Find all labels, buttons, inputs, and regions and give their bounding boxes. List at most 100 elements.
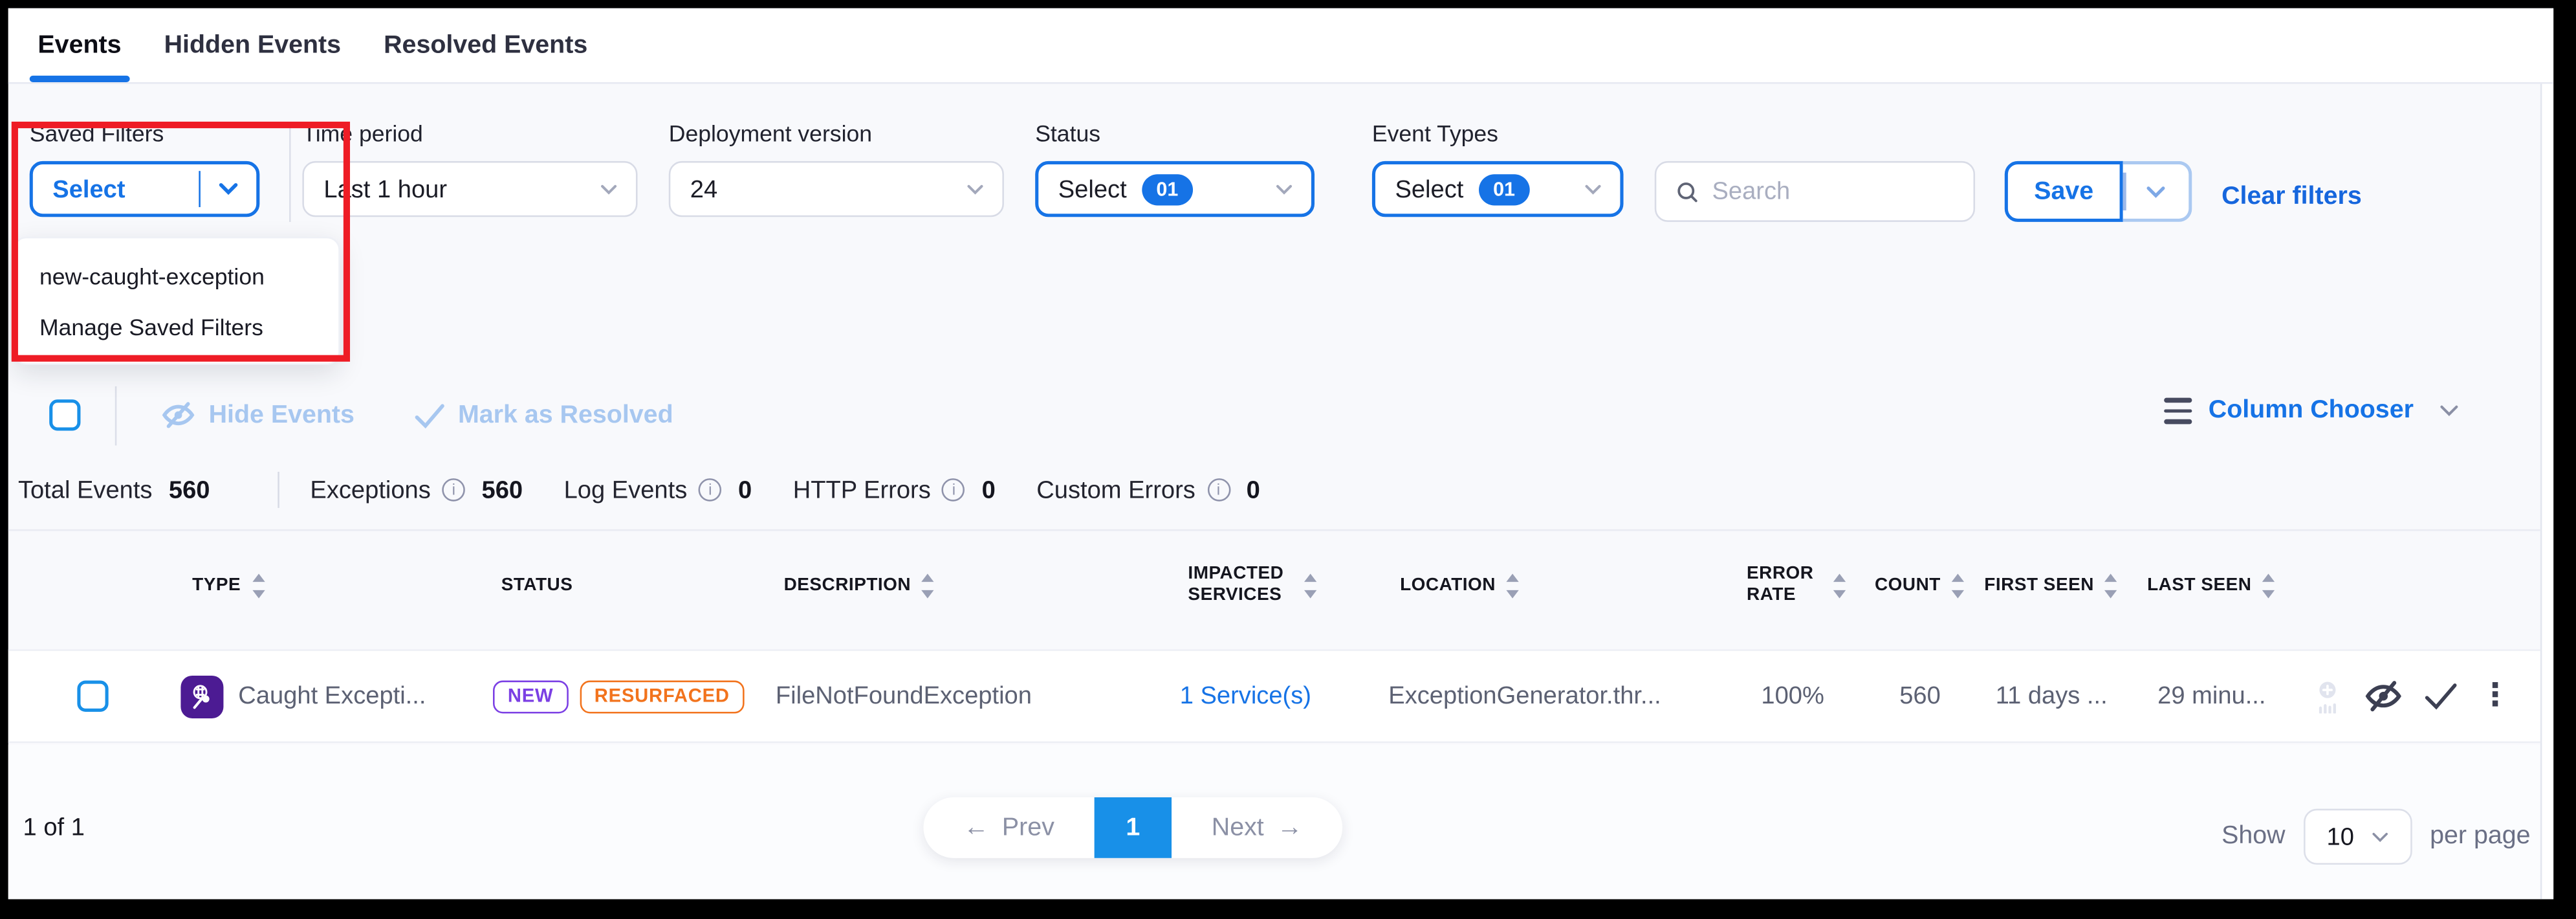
column-header-first-seen[interactable]: FIRST SEEN [1975,573,2128,598]
tab-hidden-events-label: Hidden Events [164,30,342,59]
column-header-description[interactable]: DESCRIPTION [756,573,1158,598]
per-page-label: per page [2430,822,2531,850]
stat-log-events-label: Log Events [563,476,688,504]
info-icon[interactable]: i [699,478,722,502]
column-header-last-seen[interactable]: LAST SEEN [2128,573,2295,598]
impacted-services-link[interactable]: 1 Service(s) [1179,682,1311,711]
stat-total-value: 560 [168,476,210,504]
per-page-select[interactable]: 10 [2303,808,2412,865]
event-types-select[interactable]: Select 01 [1371,161,1624,217]
deployment-version-group: Deployment version 24 [668,120,1004,217]
caught-exception-icon [180,674,224,718]
save-split-button: Save [2004,161,2192,222]
column-header-error-rate[interactable]: ERROR RATE [1720,564,1865,606]
time-period-group: Time period Last 1 hour [302,120,638,217]
bulk-divider [115,385,117,445]
next-label: Next [1211,813,1264,841]
deployment-version-select[interactable]: 24 [668,161,1004,217]
menu-item-new-caught-exception[interactable]: new-caught-exception [39,262,265,289]
column-label: LAST SEEN [2147,574,2252,595]
sort-icon[interactable] [250,573,265,598]
show-label: Show [2221,822,2286,850]
chevron-down-icon [1585,184,1601,194]
sort-icon[interactable] [1832,573,1847,598]
chevron-down-icon[interactable] [219,183,238,195]
select-all-checkbox[interactable] [49,399,81,431]
hide-event-icon[interactable] [2364,681,2402,712]
sort-icon[interactable] [1505,573,1520,598]
tab-events[interactable]: Events [29,8,129,83]
app-screen: Events Hidden Events Resolved Events Sav… [8,8,2554,900]
stat-log-events: Log Events i 0 [564,476,752,504]
deployment-version-value: 24 [690,175,718,203]
tab-bar: Events Hidden Events Resolved Events [8,8,2554,84]
stat-custom-errors: Custom Errors i 0 [1036,476,1260,504]
cell-error-rate: 100% [1761,682,1824,711]
stat-exceptions-value: 560 [481,476,523,504]
column-header-impacted-services[interactable]: IMPACTED SERVICES [1159,564,1386,606]
column-chooser-button[interactable]: Column Chooser [2164,396,2460,426]
sort-icon[interactable] [2262,573,2276,598]
hide-events-label: Hide Events [208,400,355,428]
info-icon[interactable]: i [942,478,966,502]
chevron-down-icon [967,184,983,194]
column-header-type[interactable]: TYPE [148,573,468,598]
event-types-value: Select [1395,175,1464,203]
column-label: LOCATION [1400,574,1496,595]
chevron-down-icon [2372,832,2388,841]
stats-bar: Total Events 560 Exceptions i 560 Log Ev… [18,467,1301,513]
pagination: ← Prev 1 Next → [923,797,1343,858]
chevron-down-icon [601,184,617,194]
tab-events-label: Events [38,30,122,59]
info-icon[interactable]: i [1206,478,1230,502]
prev-label: Prev [1001,813,1054,841]
bulk-action-bar: Hide Events Mark as Resolved [49,384,673,445]
tab-resolved-events-label: Resolved Events [384,30,588,59]
page-number-button[interactable]: 1 [1094,797,1172,858]
kebab-menu-icon[interactable]: ⋮ [2479,679,2511,714]
save-dropdown-button[interactable] [2123,161,2192,222]
scrollbar-track[interactable] [2540,83,2554,900]
chevron-down-icon [2440,405,2458,416]
cell-count: 560 [1899,682,1941,711]
stat-log-events-value: 0 [738,476,752,504]
search-input[interactable] [1712,177,1956,206]
hide-events-button[interactable]: Hide Events [161,400,355,430]
tab-resolved-events[interactable]: Resolved Events [384,8,587,82]
save-button[interactable]: Save [2004,161,2123,222]
hamburger-icon [2164,398,2192,424]
event-types-count-badge: 01 [1478,173,1530,205]
check-icon [414,403,444,428]
clear-filters-link[interactable]: Clear filters [2221,182,2362,211]
saved-filters-select[interactable]: Select [29,161,260,217]
mark-resolved-label: Mark as Resolved [457,400,673,428]
info-icon[interactable]: i [442,478,466,502]
saved-filters-value: Select [52,175,126,203]
status-badge-new: NEW [493,680,569,713]
sort-icon[interactable] [2104,573,2119,598]
row-actions: ⋮ [2295,680,2540,713]
next-page-button[interactable]: Next → [1172,797,1342,858]
cell-description: FileNotFoundException [775,682,1032,711]
column-label: IMPACTED SERVICES [1188,564,1284,605]
mark-resolved-button[interactable]: Mark as Resolved [413,400,673,430]
cell-last-seen: 29 minu... [2157,682,2266,711]
saved-filters-label: Saved Filters [29,120,164,147]
column-header-count[interactable]: COUNT [1865,573,1975,598]
eye-slash-icon [162,402,195,428]
status-select[interactable]: Select 01 [1035,161,1315,217]
search-box [1654,161,1976,222]
column-label: COUNT [1874,574,1941,595]
row-checkbox[interactable] [77,680,109,712]
sort-icon[interactable] [921,573,935,598]
tab-hidden-events[interactable]: Hidden Events [164,8,341,82]
column-header-location[interactable]: LOCATION [1385,573,1720,598]
time-period-select[interactable]: Last 1 hour [302,161,638,217]
prev-page-button[interactable]: ← Prev [923,797,1094,858]
sort-icon[interactable] [1950,573,1965,598]
resolve-check-icon[interactable] [2424,682,2458,710]
menu-item-manage-saved-filters[interactable]: Manage Saved Filters [39,313,263,340]
sort-icon[interactable] [1303,573,1318,598]
save-label: Save [2034,177,2094,205]
status-filter-group: Status Select 01 [1035,120,1315,217]
